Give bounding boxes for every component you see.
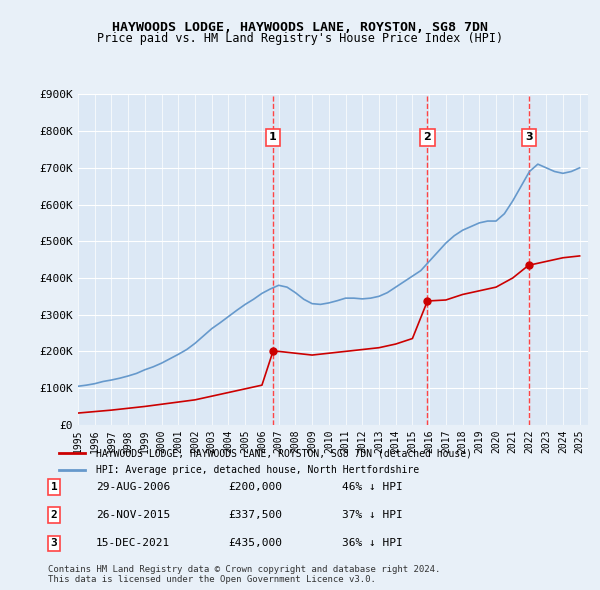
Text: 3: 3 bbox=[525, 132, 533, 142]
Text: 29-AUG-2006: 29-AUG-2006 bbox=[96, 482, 170, 491]
Text: £200,000: £200,000 bbox=[228, 482, 282, 491]
Text: 26-NOV-2015: 26-NOV-2015 bbox=[96, 510, 170, 520]
Text: 3: 3 bbox=[50, 539, 58, 548]
Text: 46% ↓ HPI: 46% ↓ HPI bbox=[342, 482, 403, 491]
Text: HAYWOODS LODGE, HAYWOODS LANE, ROYSTON, SG8 7DN (detached house): HAYWOODS LODGE, HAYWOODS LANE, ROYSTON, … bbox=[95, 448, 472, 458]
Text: 2: 2 bbox=[50, 510, 58, 520]
Text: £435,000: £435,000 bbox=[228, 539, 282, 548]
Text: HPI: Average price, detached house, North Hertfordshire: HPI: Average price, detached house, Nort… bbox=[95, 465, 419, 475]
Text: 15-DEC-2021: 15-DEC-2021 bbox=[96, 539, 170, 548]
Text: Price paid vs. HM Land Registry's House Price Index (HPI): Price paid vs. HM Land Registry's House … bbox=[97, 32, 503, 45]
Text: 2: 2 bbox=[424, 132, 431, 142]
Text: 37% ↓ HPI: 37% ↓ HPI bbox=[342, 510, 403, 520]
Text: 1: 1 bbox=[269, 132, 277, 142]
Text: 1: 1 bbox=[50, 482, 58, 491]
Text: 36% ↓ HPI: 36% ↓ HPI bbox=[342, 539, 403, 548]
Text: HAYWOODS LODGE, HAYWOODS LANE, ROYSTON, SG8 7DN: HAYWOODS LODGE, HAYWOODS LANE, ROYSTON, … bbox=[112, 21, 488, 34]
Text: £337,500: £337,500 bbox=[228, 510, 282, 520]
Text: Contains HM Land Registry data © Crown copyright and database right 2024.
This d: Contains HM Land Registry data © Crown c… bbox=[48, 565, 440, 584]
